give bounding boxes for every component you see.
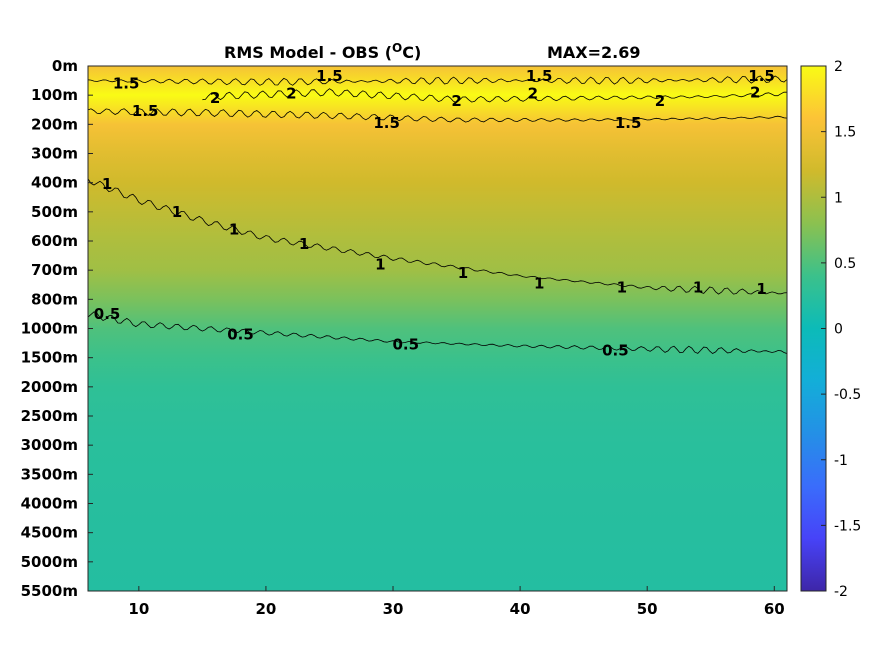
contour-label: 1 [375, 255, 385, 273]
contour-label: 1.5 [132, 102, 159, 120]
colorbar: 2 1.5 1 0.5 0 -0.5 -1 -1.5 -2 [800, 59, 861, 600]
y-tick-label: 4500m [21, 524, 78, 542]
contour-label: 0.5 [227, 325, 254, 343]
y-tick-label: 600m [31, 232, 78, 250]
y-tick-label: 5500m [21, 582, 78, 600]
y-tick-label: 300m [31, 145, 78, 163]
colorbar-tick-label: 2 [834, 59, 843, 75]
contour-label: 1.5 [113, 75, 140, 93]
y-tick-label: 2000m [21, 378, 78, 396]
x-tick-label: 60 [764, 600, 785, 618]
colorbar-tick-label: -0.5 [834, 387, 861, 403]
contour-label: 1.5 [748, 67, 775, 85]
contour-label: 0.5 [602, 341, 629, 359]
colorbar-tick-label: -1 [834, 453, 848, 469]
x-tick-label: 50 [637, 600, 658, 618]
x-tick-label: 20 [255, 600, 276, 618]
y-tick-label: 800m [31, 290, 78, 308]
contour-label: 0.5 [94, 305, 121, 323]
y-tick-label: 400m [31, 174, 78, 192]
y-tick-label: 2500m [21, 407, 78, 425]
contour-lines [88, 75, 787, 354]
y-tick-label: 5000m [21, 553, 78, 571]
colorbar-ramp [800, 65, 827, 592]
contour-line [88, 178, 787, 295]
contour-label: 2 [451, 92, 461, 110]
contour-line [88, 75, 787, 86]
contour-label: 1.5 [316, 67, 343, 85]
y-tick-label: 500m [31, 203, 78, 221]
contour-label: 1 [172, 203, 182, 221]
contour-label: 1.5 [526, 67, 553, 85]
colorbar-tick-label: 0 [834, 322, 843, 338]
y-tick-label: 1500m [21, 349, 78, 367]
y-tick-label: 0m [52, 57, 78, 75]
chart-title-superscript: O [392, 41, 402, 55]
chart-title-unit: C) [402, 43, 421, 62]
colorbar-tick-label: 1 [834, 190, 843, 206]
y-tick-label: 1000m [21, 320, 78, 338]
contour-label: 2 [210, 89, 220, 107]
x-tick-label: 30 [383, 600, 404, 618]
contour-label: 2 [750, 83, 760, 101]
y-tick-label: 3500m [21, 465, 78, 483]
max-value-label: MAX=2.69 [547, 43, 641, 62]
y-tick-label: 100m [31, 86, 78, 104]
contour-label: 2 [286, 85, 296, 103]
heatmap-field [88, 66, 787, 591]
contour-label: 1 [299, 235, 309, 253]
contour-label: 1.5 [615, 114, 642, 132]
y-tick-label: 3000m [21, 436, 78, 454]
y-tick-label: 700m [31, 261, 78, 279]
contour-line [88, 108, 787, 123]
contour-label: 0.5 [392, 336, 419, 354]
contour-label: 1 [693, 279, 703, 297]
x-tick-label: 40 [510, 600, 531, 618]
colorbar-ticks: 2 1.5 1 0.5 0 -0.5 -1 -1.5 -2 [821, 59, 861, 600]
colorbar-tick-label: -2 [834, 584, 848, 600]
contour-label: 1 [756, 280, 766, 298]
contour-label: 2 [655, 92, 665, 110]
contour-line [202, 88, 787, 103]
contour-label: 2 [528, 85, 538, 103]
x-axis-ticks: 10 20 30 40 50 60 [128, 586, 785, 618]
contour-label: 1 [102, 175, 112, 193]
y-tick-label: 200m [31, 115, 78, 133]
chart-title: RMS Model - OBS (OC) [224, 41, 421, 62]
colorbar-tick-label: -1.5 [834, 518, 861, 534]
x-tick-label: 10 [128, 600, 149, 618]
contour-label: 1.5 [373, 114, 400, 132]
contour-label: 1 [534, 274, 544, 292]
colorbar-tick-label: 1.5 [834, 125, 856, 141]
contour-label: 1 [229, 220, 239, 238]
y-axis-ticks: 0m 100m 200m 300m 400m 500m 600m 700m 800m 1000m 1… [21, 57, 93, 600]
y-tick-label: 4000m [21, 495, 78, 513]
chart-title-main: RMS Model - OBS ( [224, 43, 392, 62]
contour-label: 1 [458, 264, 468, 282]
colorbar-tick-label: 0.5 [834, 256, 856, 272]
contour-line [88, 311, 787, 354]
contour-label: 1 [617, 279, 627, 297]
